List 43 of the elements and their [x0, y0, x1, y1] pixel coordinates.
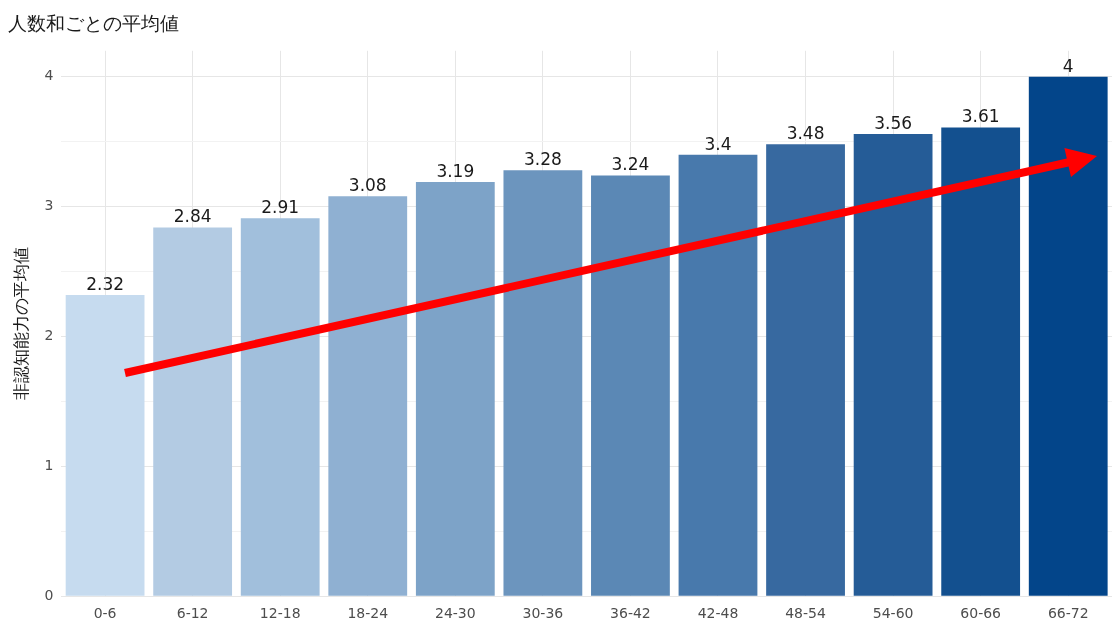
bar: [941, 127, 1021, 596]
data-label: 2.32: [86, 273, 125, 294]
bar: [240, 218, 320, 596]
data-label: 2.91: [261, 197, 300, 218]
data-label: 3.08: [348, 175, 387, 196]
bar: [415, 181, 495, 596]
data-label: 3.56: [874, 112, 913, 133]
bar: [153, 227, 233, 596]
x-tick-label: 12-18: [259, 605, 301, 622]
data-label: 3.48: [786, 123, 825, 144]
bar: [766, 144, 845, 596]
x-tick-label: 0-6: [93, 605, 117, 622]
x-tick-label: 6-12: [176, 605, 209, 622]
data-label: 3.4: [704, 133, 732, 154]
x-tick-label: 48-54: [785, 605, 826, 622]
y-tick-label: 2: [44, 327, 54, 344]
data-label: 3.19: [436, 160, 475, 181]
x-tick-label: 24-30: [434, 605, 476, 622]
x-tick-label: 54-60: [872, 605, 914, 622]
y-tick-label: 1: [44, 456, 54, 473]
x-tick-label: 18-24: [347, 605, 389, 622]
y-tick-label: 4: [44, 67, 54, 84]
x-tick-label: 42-48: [697, 605, 739, 622]
data-label: 4: [1062, 55, 1074, 76]
bar: [65, 294, 145, 596]
bar: [853, 133, 933, 596]
y-tick-label: 3: [44, 197, 54, 214]
bar: [591, 175, 670, 596]
bar: [1028, 76, 1108, 596]
chart-title: 人数和ごとの平均値: [8, 12, 179, 35]
y-axis-title: 非認知能力の平均値: [10, 247, 31, 400]
bar: [678, 154, 758, 596]
data-label: 3.24: [611, 154, 650, 175]
data-label: 2.84: [173, 206, 212, 227]
data-label: 3.28: [523, 149, 562, 170]
x-tick-label: 66-72: [1047, 605, 1089, 622]
bar: [503, 170, 583, 596]
data-label: 3.61: [961, 106, 1000, 127]
x-tick-label: 30-36: [522, 605, 564, 622]
x-tick-label: 60-66: [960, 605, 1002, 622]
bar: [328, 196, 408, 596]
x-tick-label: 36-42: [610, 605, 651, 622]
y-tick-label: 0: [44, 586, 54, 603]
